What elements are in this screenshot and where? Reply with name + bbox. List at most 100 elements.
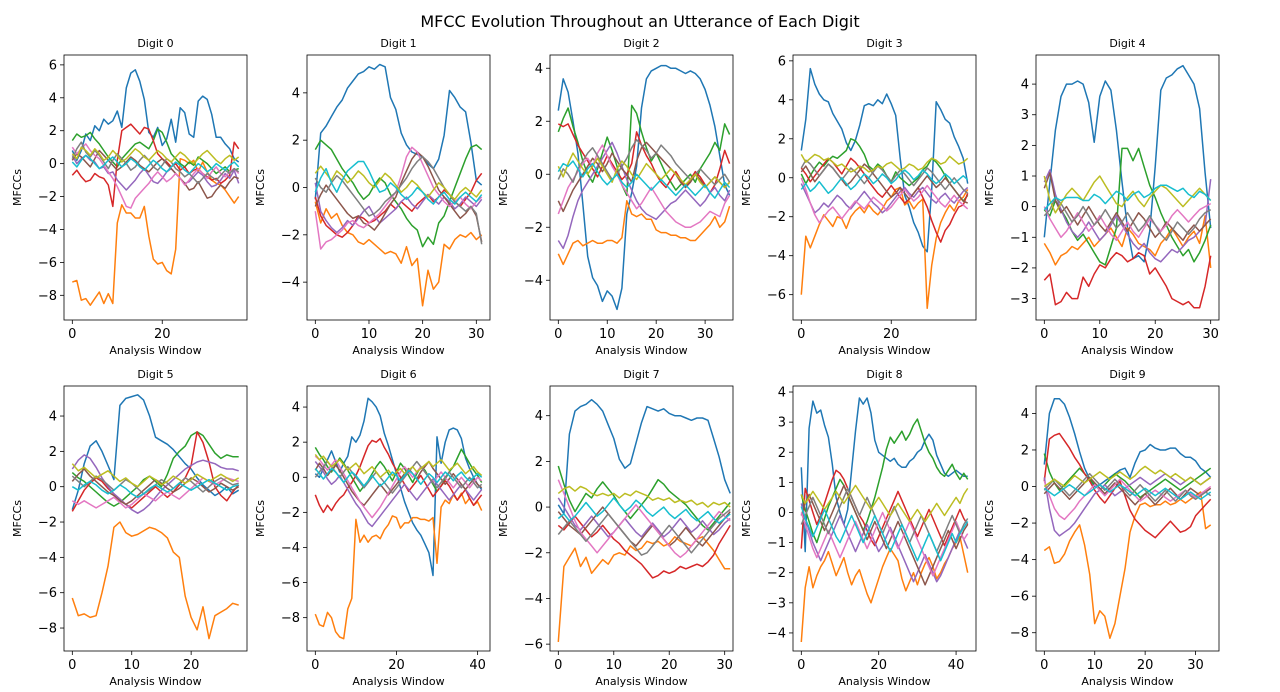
subplot-title: Digit 3 [866, 37, 902, 50]
series-line-3 [1043, 432, 1212, 539]
axes-frame [792, 54, 977, 321]
series-line-8 [557, 485, 731, 508]
x-tick-label: 20 [870, 658, 887, 673]
series-line-0 [71, 69, 240, 163]
y-tick-label: −2 [281, 506, 300, 521]
subplot-digit-8: Digit 8 0 20 40 −4 −3 −2 −1 0 1 2 3 4 Analysis Window… [740, 368, 977, 688]
x-tick-label: 20 [661, 658, 678, 673]
y-tick-label: 4 [292, 86, 300, 101]
series-line-0 [557, 64, 731, 311]
y-tick-label: 2 [292, 436, 300, 451]
y-tick-label: 4 [49, 410, 57, 425]
y-tick-label: −3 [767, 596, 786, 611]
y-axis-label: MFCCs [254, 500, 267, 537]
y-tick-label: −2 [38, 190, 57, 205]
axes-frame [549, 54, 734, 321]
x-tick-label: 10 [123, 658, 140, 673]
series-line-6 [71, 477, 239, 509]
series-line-9 [557, 497, 731, 524]
y-tick-label: 0 [49, 157, 57, 172]
y-tick-label: −6 [281, 576, 300, 591]
y-tick-label: −4 [767, 626, 786, 641]
y-axis-label: MFCCs [11, 169, 24, 206]
y-tick-label: 4 [778, 386, 786, 401]
y-tick-label: −1 [767, 536, 786, 551]
y-tick-label: 6 [778, 54, 786, 69]
subplot-digit-6: Digit 6 0 20 40 −8 −6 −4 −2 0 2 4 Analysis Window MF… [254, 368, 491, 688]
y-tick-label: −2 [38, 516, 57, 531]
y-tick-label: 0 [778, 171, 786, 186]
y-tick-label: 3 [778, 416, 786, 431]
x-tick-label: 20 [154, 327, 171, 342]
y-axis-label: MFCCs [740, 169, 753, 206]
series-line-5 [1043, 172, 1212, 242]
series-line-9 [314, 160, 483, 205]
series-line-1 [71, 521, 239, 640]
y-tick-label: −6 [767, 288, 786, 303]
y-tick-label: 2 [778, 446, 786, 461]
y-axis-label: MFCCs [11, 500, 24, 537]
x-tick-label: 20 [1137, 658, 1154, 673]
series-line-8 [1043, 465, 1212, 488]
y-tick-label: 0 [1021, 480, 1029, 495]
subplot-digit-0: Digit 0 0 20 −8 −6 −4 −2 0 2 4 6 Analysis Window MFC… [11, 37, 248, 357]
x-tick-label: 30 [1202, 327, 1219, 342]
x-tick-label: 10 [361, 327, 378, 342]
y-tick-label: −6 [38, 586, 57, 601]
series-line-6 [314, 455, 483, 519]
subplot-digit-3: Digit 3 0 20 −6 −4 −2 0 2 4 6 Analysis Window MFCCs [740, 37, 977, 357]
x-tick-label: 0 [68, 327, 76, 342]
x-tick-label: 0 [797, 658, 805, 673]
axes-frame [306, 385, 491, 652]
series-line-8 [800, 484, 969, 523]
x-tick-label: 10 [1086, 658, 1103, 673]
y-tick-label: 4 [535, 62, 543, 77]
series-line-7 [557, 139, 731, 186]
subplot-title: Digit 5 [137, 368, 173, 381]
y-tick-label: −4 [281, 541, 300, 556]
series-line-0 [314, 63, 483, 200]
y-tick-label: 6 [49, 58, 57, 73]
y-tick-label: 0 [49, 480, 57, 495]
y-tick-label: 3 [1021, 108, 1029, 123]
y-tick-label: −1 [1010, 231, 1029, 246]
series-line-2 [557, 104, 731, 197]
y-tick-label: −6 [38, 256, 57, 271]
series-line-4 [800, 183, 969, 214]
series-line-2 [557, 465, 731, 531]
x-tick-label: 10 [1091, 327, 1108, 342]
x-tick-label: 20 [883, 327, 900, 342]
x-tick-label: 30 [468, 327, 485, 342]
y-axis-label: MFCCs [497, 500, 510, 537]
series-line-2 [800, 418, 969, 544]
y-tick-label: 4 [778, 93, 786, 108]
x-tick-label: 20 [388, 658, 405, 673]
series-line-0 [71, 394, 240, 510]
y-tick-label: −8 [38, 622, 57, 637]
y-tick-label: −6 [1010, 590, 1029, 605]
y-tick-label: 1 [1021, 170, 1029, 185]
series-line-0 [1043, 64, 1212, 263]
y-tick-label: 0 [292, 181, 300, 196]
x-tick-label: 0 [797, 327, 805, 342]
x-axis-label: Analysis Window [1081, 344, 1173, 357]
x-tick-label: 0 [68, 658, 76, 673]
series-line-5 [557, 506, 731, 547]
y-axis-label: MFCCs [740, 500, 753, 537]
y-tick-label: 2 [49, 124, 57, 139]
y-axis-label: MFCCs [254, 169, 267, 206]
x-tick-label: 0 [554, 327, 562, 342]
series-line-1 [1043, 491, 1212, 639]
figure-title: MFCC Evolution Throughout an Utterance o… [420, 12, 859, 31]
x-axis-label: Analysis Window [838, 675, 930, 688]
series-line-2 [1043, 453, 1212, 499]
x-tick-label: 30 [697, 327, 714, 342]
y-tick-label: −2 [524, 546, 543, 561]
x-tick-label: 10 [599, 327, 616, 342]
x-tick-label: 0 [1040, 327, 1048, 342]
series-line-8 [71, 146, 240, 165]
series-line-5 [314, 460, 483, 507]
subplot-title: Digit 7 [623, 368, 659, 381]
x-tick-label: 20 [648, 327, 665, 342]
